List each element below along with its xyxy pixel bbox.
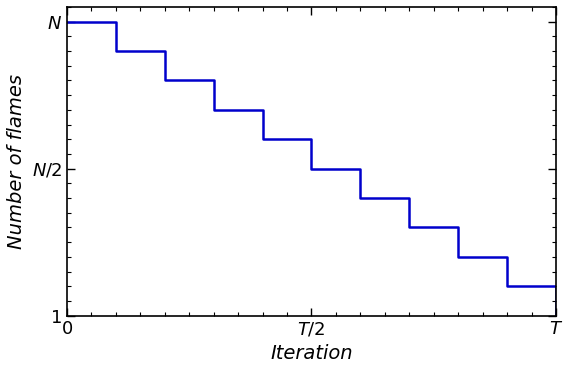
X-axis label: Iteration: Iteration [270, 344, 353, 363]
Y-axis label: Number of flames: Number of flames [7, 74, 26, 249]
